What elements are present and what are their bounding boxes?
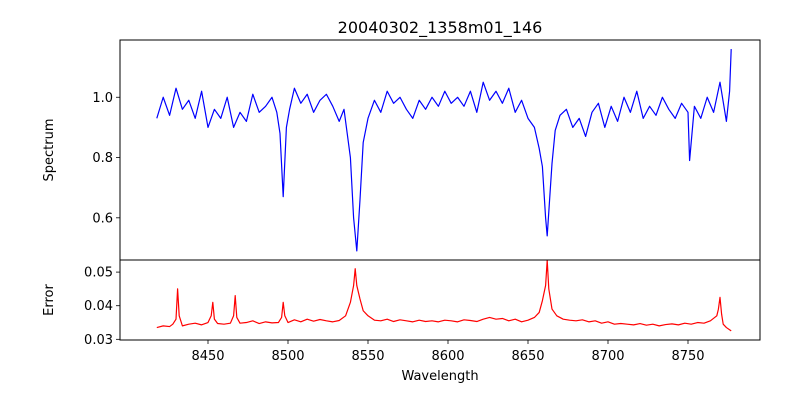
error-y-tick-label: 0.05 <box>84 266 113 281</box>
x-tick-label: 8750 <box>671 349 704 364</box>
error-y-axis-label: Error <box>42 284 57 316</box>
x-tick-label: 8600 <box>431 349 464 364</box>
spectrum-y-axis-label: Spectrum <box>42 119 57 182</box>
error-y-tick-label: 0.03 <box>84 333 113 348</box>
error-y-tick-label: 0.04 <box>84 299 113 314</box>
chart-title: 20040302_1358m01_146 <box>338 18 543 38</box>
error-axes-frame <box>119 259 761 341</box>
x-axis-label: Wavelength <box>401 369 478 384</box>
spectrum-y-tick-label: 0.8 <box>92 151 113 166</box>
x-tick-label: 8650 <box>511 349 544 364</box>
x-tick-label: 8500 <box>271 349 304 364</box>
plot-layer: 0.6 0.8 1.0 0.03 0.04 0.05 8450 8500 8550 8600 865… <box>84 39 761 364</box>
spectrum-series-line <box>156 49 732 252</box>
spectrum-y-tick-label: 1.0 <box>92 91 113 106</box>
x-tick-label: 8450 <box>191 349 224 364</box>
x-tick-label: 8700 <box>591 349 624 364</box>
spectrum-y-tick-label: 0.6 <box>92 211 113 226</box>
error-series-line <box>156 259 732 332</box>
x-tick-label: 8550 <box>351 349 384 364</box>
